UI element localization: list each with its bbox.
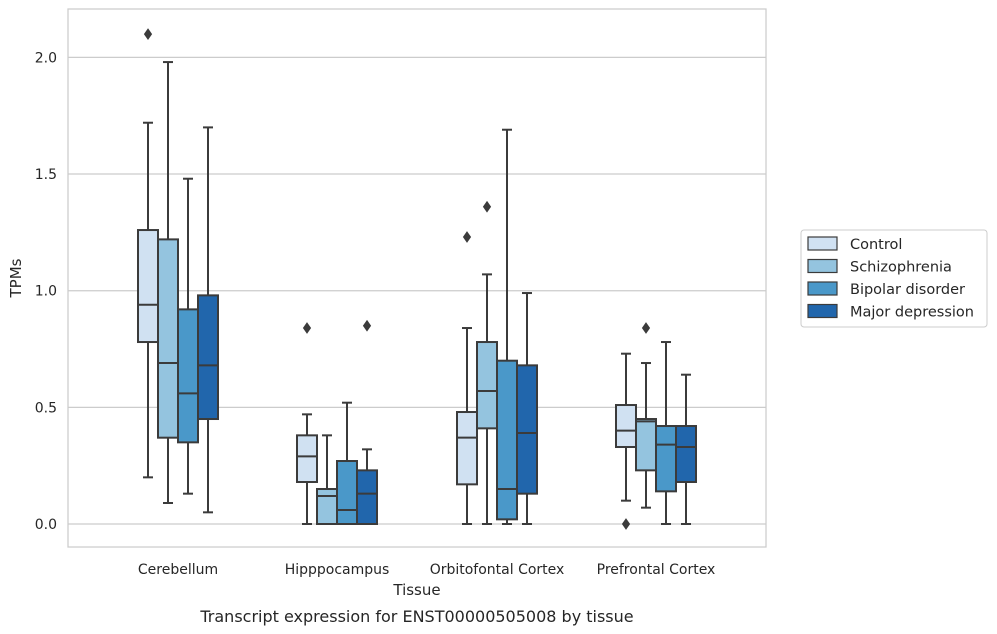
box-iqr bbox=[476, 341, 498, 430]
y-tick-label: 1.0 bbox=[35, 284, 57, 300]
box-iqr bbox=[197, 294, 219, 421]
box-iqr bbox=[336, 460, 358, 526]
outlier-point bbox=[621, 518, 631, 530]
x-tick-label: Cerebellum bbox=[138, 562, 218, 578]
legend-swatch bbox=[807, 281, 838, 296]
outlier-point bbox=[462, 231, 472, 243]
x-tick-label: Hipppocampus bbox=[285, 562, 390, 578]
box-schizophrenia bbox=[157, 61, 179, 505]
legend-swatch bbox=[807, 258, 838, 274]
legend-frame bbox=[800, 229, 988, 328]
outlier-point bbox=[362, 319, 372, 332]
y-tick-label: 2.0 bbox=[35, 50, 57, 66]
box-control bbox=[456, 231, 478, 525]
box-iqr bbox=[496, 359, 518, 521]
box-iqr bbox=[456, 411, 478, 486]
box-bipolar-disorder bbox=[496, 128, 518, 525]
plot-area-frame bbox=[67, 8, 767, 548]
box-iqr bbox=[157, 238, 179, 439]
legend-label: Bipolar disorder bbox=[850, 282, 965, 298]
box-iqr bbox=[635, 418, 657, 472]
legend-swatch bbox=[807, 303, 838, 319]
box-iqr bbox=[316, 488, 338, 526]
figure-caption: Transcript expression for ENST0000050500… bbox=[199, 607, 633, 626]
box-schizophrenia bbox=[316, 434, 338, 526]
box-iqr bbox=[296, 434, 318, 484]
box-bipolar-disorder bbox=[336, 401, 358, 526]
y-tick-label: 0.0 bbox=[35, 517, 57, 533]
box-schizophrenia bbox=[476, 200, 498, 525]
box-iqr bbox=[516, 364, 538, 495]
y-tick-label: 1.5 bbox=[35, 167, 57, 183]
box-iqr bbox=[137, 229, 159, 344]
box-control bbox=[296, 322, 318, 525]
box-bipolar-disorder bbox=[655, 341, 677, 525]
box-schizophrenia bbox=[635, 322, 657, 509]
x-tick-label: Prefrontal Cortex bbox=[597, 562, 716, 578]
box-major-depression bbox=[197, 126, 219, 514]
legend-label: Major depression bbox=[850, 305, 974, 321]
box-control bbox=[615, 352, 637, 530]
x-axis-ticks: Cerebellum Hipppocampus Orbitofontal Corte… bbox=[138, 562, 715, 578]
legend: Control Schizophrenia Bipolar disorder Majo… bbox=[800, 229, 988, 328]
box-iqr bbox=[615, 404, 637, 449]
box-bipolar-disorder bbox=[177, 177, 199, 495]
box-iqr bbox=[675, 425, 697, 484]
y-axis-label: TPMs bbox=[7, 258, 25, 298]
box-major-depression bbox=[516, 292, 538, 525]
y-tick-label: 0.5 bbox=[35, 400, 57, 416]
legend-label: Control bbox=[850, 237, 902, 253]
x-tick-label: Orbitofontal Cortex bbox=[430, 562, 565, 578]
outlier-point bbox=[143, 28, 153, 40]
y-axis-ticks: 0.0 0.5 1.0 1.5 2.0 bbox=[35, 50, 57, 533]
x-axis-label: Tissue bbox=[392, 581, 440, 599]
box-major-depression bbox=[675, 373, 697, 525]
outlier-point bbox=[482, 200, 492, 213]
box-series bbox=[137, 28, 697, 530]
box-iqr bbox=[356, 469, 378, 526]
box-major-depression bbox=[356, 319, 378, 526]
box-control bbox=[137, 28, 159, 479]
box-iqr bbox=[655, 425, 677, 493]
legend-label: Schizophrenia bbox=[850, 260, 952, 276]
outlier-point bbox=[302, 322, 312, 334]
outlier-point bbox=[641, 322, 651, 334]
box-iqr bbox=[177, 308, 199, 444]
legend-swatch bbox=[807, 236, 838, 251]
